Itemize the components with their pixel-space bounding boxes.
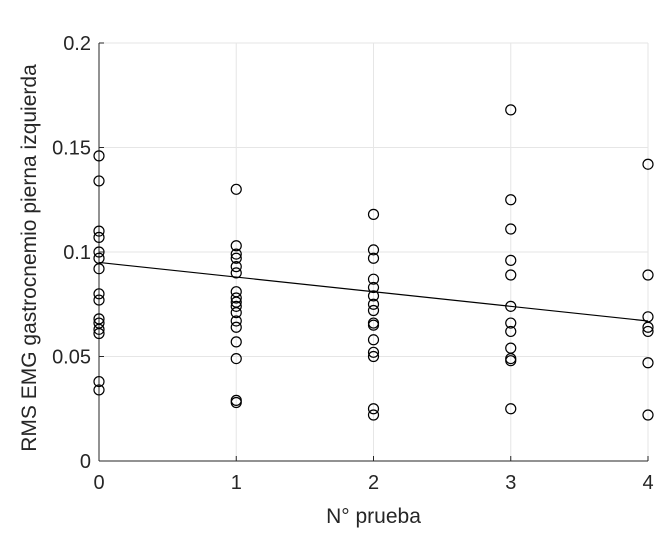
- x-tick-label: 0: [93, 472, 104, 494]
- x-axis-label: N° prueba: [326, 505, 421, 528]
- data-point: [642, 269, 654, 281]
- data-point: [505, 104, 517, 116]
- data-point: [230, 240, 242, 252]
- data-point: [230, 396, 242, 409]
- data-point: [505, 403, 517, 415]
- data-point: [505, 269, 517, 281]
- data-point: [230, 352, 242, 365]
- data-point: [230, 336, 242, 348]
- data-point: [642, 321, 654, 333]
- data-point: [505, 325, 517, 338]
- data-point: [230, 248, 242, 260]
- grid: [98, 42, 649, 462]
- data-point: [93, 175, 105, 187]
- data-point: [642, 409, 654, 421]
- data-point: [642, 357, 654, 369]
- x-tick-label: 1: [231, 472, 242, 494]
- data-point: [367, 346, 380, 358]
- data-point: [93, 288, 105, 300]
- data-points: [93, 104, 654, 421]
- data-point: [230, 252, 242, 264]
- data-point: [230, 321, 242, 333]
- x-tick-labels: 0 1 2 3 4: [93, 472, 653, 494]
- data-point: [367, 244, 380, 256]
- data-point: [642, 158, 654, 170]
- data-point: [367, 409, 380, 421]
- data-point: [93, 375, 105, 388]
- fit-line-group: [98, 261, 649, 322]
- data-point: [230, 307, 242, 319]
- data-point: [230, 261, 242, 273]
- y-axis-label: RMS EMG gastrocnemio pierna izquierda: [18, 64, 41, 452]
- data-point: [505, 317, 517, 329]
- data-point: [642, 325, 654, 338]
- data-point: [93, 323, 105, 335]
- x-tick-label: 2: [368, 472, 379, 494]
- data-point: [367, 298, 380, 310]
- data-point: [93, 294, 105, 306]
- data-point: [367, 304, 380, 317]
- x-tick-label: 4: [642, 472, 653, 494]
- data-point: [367, 290, 380, 302]
- data-point: [93, 246, 105, 258]
- y-tick-label: 0.1: [63, 242, 91, 264]
- data-point: [505, 194, 517, 206]
- data-point: [505, 254, 517, 266]
- data-point: [505, 300, 517, 312]
- y-tick-label: 0.05: [52, 347, 91, 369]
- y-tick-label: 0.2: [63, 33, 91, 55]
- fit-line: [98, 261, 649, 322]
- y-tick-label: 0: [80, 451, 91, 473]
- y-tick-label: 0.15: [52, 138, 91, 160]
- x-tick-label: 3: [505, 472, 516, 494]
- data-point: [367, 208, 380, 220]
- data-point: [230, 267, 242, 279]
- data-point: [93, 231, 105, 243]
- y-tick-labels: 0 0.05 0.1 0.15 0.2: [52, 33, 91, 473]
- data-point: [230, 292, 242, 304]
- data-point: [367, 281, 380, 294]
- data-point: [367, 319, 380, 331]
- data-point: [93, 384, 105, 396]
- data-point: [505, 355, 517, 367]
- data-point: [230, 183, 242, 195]
- data-point: [230, 315, 242, 327]
- data-point: [93, 327, 105, 340]
- data-point: [230, 300, 242, 312]
- data-point: [505, 223, 517, 235]
- data-point: [367, 252, 380, 264]
- data-point: [93, 263, 105, 275]
- data-point: [367, 403, 380, 415]
- data-point: [93, 150, 105, 162]
- data-point: [367, 273, 380, 285]
- data-point: [367, 350, 380, 363]
- axes: [98, 42, 649, 462]
- data-point: [367, 334, 380, 346]
- data-point: [93, 225, 105, 237]
